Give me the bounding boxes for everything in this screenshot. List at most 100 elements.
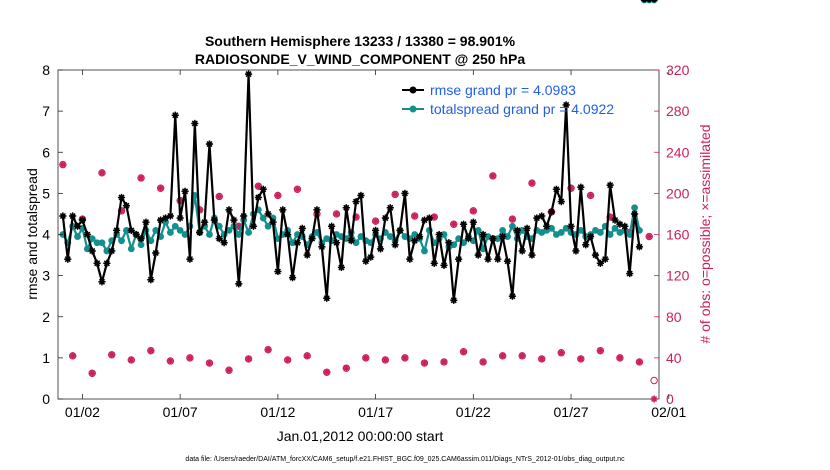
obs-assimilated-point	[372, 217, 380, 225]
y-tick-label: 2	[42, 309, 50, 325]
rmse-point	[499, 232, 507, 241]
rmse-point	[411, 237, 419, 245]
rmse-point	[254, 193, 262, 202]
totalspread-point	[474, 226, 482, 234]
rmse-point	[284, 230, 292, 239]
rmse-point	[450, 296, 458, 304]
rmse-point	[459, 220, 468, 228]
y-tick-label: 8	[42, 62, 50, 78]
obs-assimilated-point	[362, 354, 370, 362]
obs-assimilated-point	[381, 356, 389, 364]
obs-assimilated-point	[205, 359, 213, 367]
rmse-point	[425, 214, 433, 222]
obs-assimilated-point	[284, 356, 292, 364]
rmse-point	[108, 247, 116, 255]
rmse-point	[78, 216, 87, 224]
y-axis-label: rmse and totalspread	[24, 168, 40, 300]
totalspread-point	[88, 235, 96, 243]
totalspread-point	[557, 229, 565, 236]
y-tick-label: 7	[42, 103, 50, 119]
rmse-point	[630, 210, 639, 218]
totalspread-point	[504, 233, 511, 240]
x-tick-label: 01/12	[260, 404, 295, 420]
rmse-point	[196, 228, 204, 237]
totalspread-point	[123, 226, 130, 234]
rmse-point	[557, 198, 565, 206]
obs-assimilated-point	[264, 346, 272, 354]
obs-assimilated-point	[499, 352, 507, 360]
rmse-point	[127, 226, 135, 234]
obs-assimilated-point	[274, 191, 282, 199]
obs-assimilated-point	[450, 220, 458, 228]
obs-assimilated-point	[342, 364, 350, 372]
rmse-point	[88, 247, 96, 255]
rmse-point	[513, 226, 521, 234]
totalspread-point	[596, 229, 604, 236]
rmse-point	[157, 216, 165, 224]
rmse-point	[73, 222, 82, 230]
rmse-point	[298, 224, 306, 232]
obs-assimilated-point	[333, 210, 341, 218]
y-right-tick-label: 120	[666, 268, 690, 284]
obs-assimilated-point	[137, 174, 145, 182]
rmse-point	[352, 198, 360, 206]
rmse-point	[591, 251, 600, 259]
rmse-point	[308, 235, 316, 243]
rmse-point	[586, 232, 595, 241]
rmse-point	[528, 251, 536, 259]
legend-marker-totalspread	[409, 105, 417, 113]
totalspread-point	[606, 231, 614, 238]
rmse-point	[142, 218, 150, 226]
footnote: data file: /Users/raeder/DAI/ATM_forcXX/…	[185, 456, 625, 463]
rmse-point	[415, 232, 424, 241]
rmse-point	[621, 222, 629, 230]
totalspread-point	[74, 233, 81, 240]
rmse-point	[464, 235, 473, 243]
y-axis-right: 0 40 80 120 160 200 240 280 320	[654, 62, 690, 407]
rmse-point	[347, 237, 355, 245]
rmse-point	[552, 185, 560, 193]
totalspread-point	[152, 226, 160, 234]
rmse-point	[381, 214, 389, 222]
rmse-point	[215, 235, 223, 243]
rmse-point	[342, 204, 350, 212]
obs-assimilated-point	[186, 354, 194, 362]
y-right-tick-label: 0	[666, 391, 674, 407]
obs-assimilated-point	[460, 348, 468, 356]
rmse-point	[323, 294, 331, 302]
totalspread-point	[127, 245, 135, 253]
rmse-point	[83, 230, 91, 239]
y-right-tick-label: 200	[666, 185, 690, 201]
rmse-point	[132, 230, 140, 239]
totalspread-point	[166, 229, 174, 236]
obs-assimilated-point	[215, 192, 223, 200]
rmse-point	[494, 255, 502, 263]
obs-possible-point	[650, 376, 658, 385]
y-tick-label: 1	[42, 350, 50, 366]
rmse-point	[601, 255, 609, 263]
totalspread-point	[206, 231, 213, 238]
rmse-point	[249, 222, 258, 230]
legend-label-totalspread: totalspread grand pr = 4.0922	[430, 101, 614, 117]
totalspread-point	[631, 204, 638, 212]
y-tick-label: 0	[42, 391, 50, 407]
totalspread-point	[386, 233, 394, 240]
rmse-point	[547, 208, 556, 216]
rmse-point	[362, 257, 370, 265]
rmse-point	[503, 257, 512, 265]
rmse-point	[152, 249, 160, 257]
obs-assimilated-point	[420, 359, 428, 367]
totalspread-point	[289, 239, 296, 247]
rmse-point	[572, 247, 580, 255]
rmse-point	[489, 235, 497, 243]
rmse-point	[567, 222, 575, 230]
rmse-point	[406, 255, 414, 263]
x-tick-label: 01/02	[65, 404, 100, 420]
rmse-point	[269, 218, 277, 226]
rmse-point	[69, 212, 77, 220]
chart-title: Southern Hemisphere 13233 / 13380 = 98.9…	[205, 33, 516, 49]
rmse-point	[479, 230, 487, 239]
rmse-point	[367, 253, 375, 261]
rmse-point	[640, 0, 648, 3]
